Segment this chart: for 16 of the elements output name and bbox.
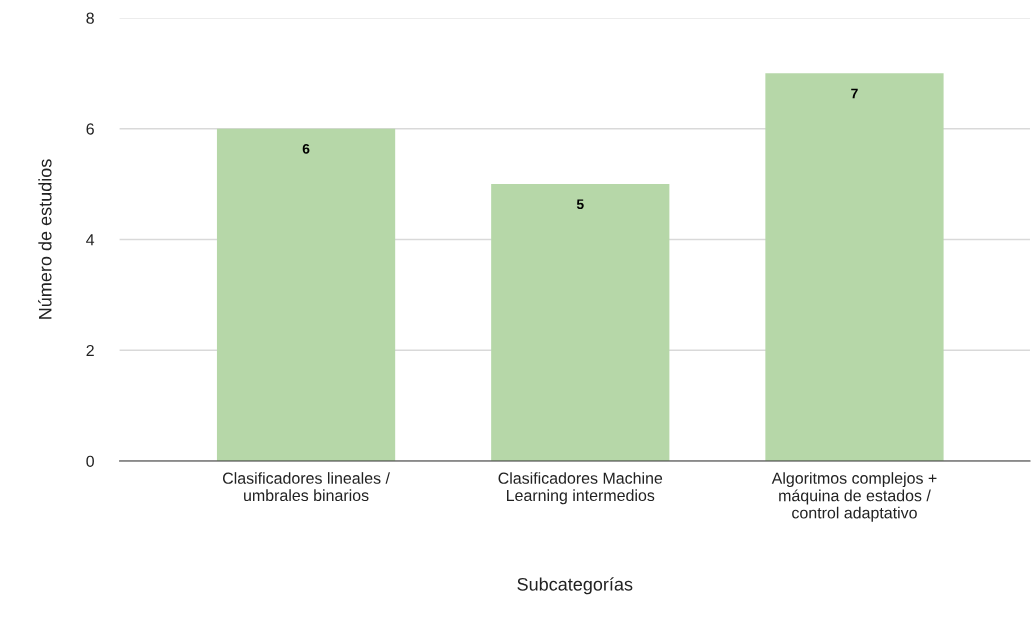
- x-tick-label: Clasificadores Machine Learning intermedios: [498, 472, 663, 505]
- x-tick-label: Clasificadores lineales / umbrales binarios: [222, 472, 390, 502]
- bar: [216, 128, 396, 462]
- y-tick-label: 8: [86, 12, 94, 24]
- data-label: 7: [851, 88, 858, 99]
- x-tick-label: Algoritmos complejos + máquina de estados / control adaptativo: [771, 472, 937, 522]
- y-tick-label: 2: [86, 344, 94, 357]
- y-axis-title: Número de estudios: [38, 159, 52, 319]
- y-tick-label: 6: [86, 123, 94, 135]
- x-axis-title: Subcategorías: [517, 577, 633, 595]
- y-tick-label: 0: [86, 455, 94, 467]
- data-label: 6: [302, 143, 310, 154]
- bar: [491, 184, 670, 462]
- bar: [765, 73, 944, 462]
- data-label: 5: [576, 199, 584, 210]
- y-tick-label: 4: [86, 234, 95, 246]
